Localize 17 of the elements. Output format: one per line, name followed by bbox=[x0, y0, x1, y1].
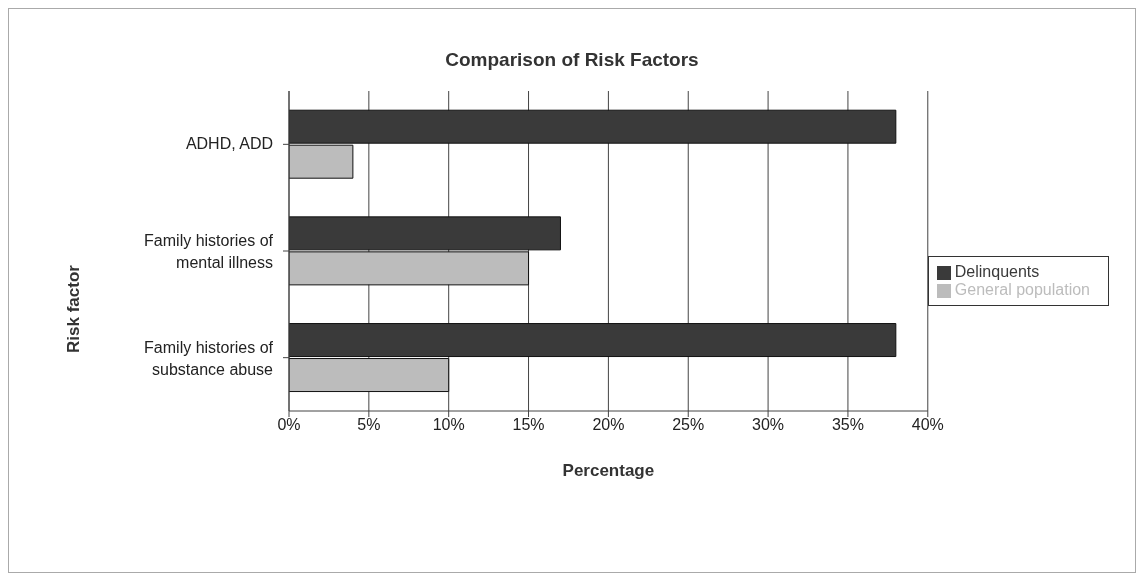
legend-label: General population bbox=[954, 281, 1090, 298]
x-tick-label: 30% bbox=[752, 416, 785, 434]
chart-title: Comparison of Risk Factors bbox=[444, 48, 700, 71]
y-tick-label: Family histories of mental illness bbox=[144, 232, 274, 271]
x-tick-label: 0% bbox=[277, 416, 301, 434]
y-tick-label: ADHD, ADD bbox=[185, 135, 273, 153]
y-axis-title: Risk factor bbox=[64, 265, 84, 353]
x-tick-label: 10% bbox=[432, 416, 465, 434]
x-tick-label: 20% bbox=[592, 416, 625, 434]
x-tick-label: 5% bbox=[357, 416, 381, 434]
x-tick-label: 25% bbox=[672, 416, 705, 434]
y-tick-label: Family histories of substance abuse bbox=[144, 338, 274, 378]
x-tick-label: 35% bbox=[831, 416, 864, 434]
x-tick-label: 40% bbox=[911, 416, 944, 434]
x-axis-title: Percentage bbox=[562, 461, 655, 480]
legend-label: Delinquents bbox=[954, 263, 1040, 280]
x-tick-label: 15% bbox=[512, 416, 545, 434]
